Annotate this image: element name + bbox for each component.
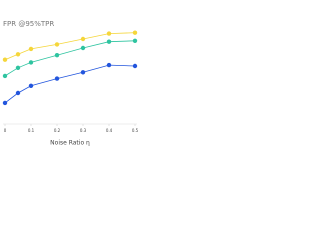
- point: [15, 90, 21, 96]
- point: [80, 70, 86, 75]
- chart: FPR @95%TPR Noise Ratio η 0 0.1 0.2 0.3 0.4 0…: [2, 20, 139, 147]
- x-axis-label: Noise Ratio η: [50, 140, 90, 147]
- point: [54, 42, 60, 47]
- point: [132, 63, 138, 69]
- series-line: [4, 32, 136, 61]
- point: [132, 38, 138, 43]
- point: [80, 45, 86, 51]
- point: [2, 100, 8, 106]
- series-line: [4, 40, 136, 77]
- x-tick-label: 0.1: [28, 128, 35, 133]
- point: [15, 65, 21, 71]
- point: [54, 53, 60, 58]
- x-tick-label: 0.4: [106, 128, 113, 133]
- chart-title: FPR @95%TPR: [3, 20, 54, 28]
- x-tick-label: 0.3: [80, 128, 87, 133]
- series-line: [4, 64, 136, 104]
- point: [54, 76, 60, 81]
- point: [2, 57, 8, 62]
- point: [132, 30, 138, 35]
- point: [106, 39, 112, 44]
- x-tick-label: 0.5: [132, 128, 139, 133]
- x-tick-label: 0.2: [54, 128, 61, 133]
- x-tick-label: 0: [4, 128, 7, 133]
- point: [106, 31, 112, 36]
- point: [28, 60, 34, 65]
- point: [80, 36, 86, 42]
- point: [106, 62, 112, 68]
- point: [28, 46, 34, 52]
- point: [28, 83, 34, 89]
- point: [15, 52, 21, 57]
- point: [2, 73, 8, 79]
